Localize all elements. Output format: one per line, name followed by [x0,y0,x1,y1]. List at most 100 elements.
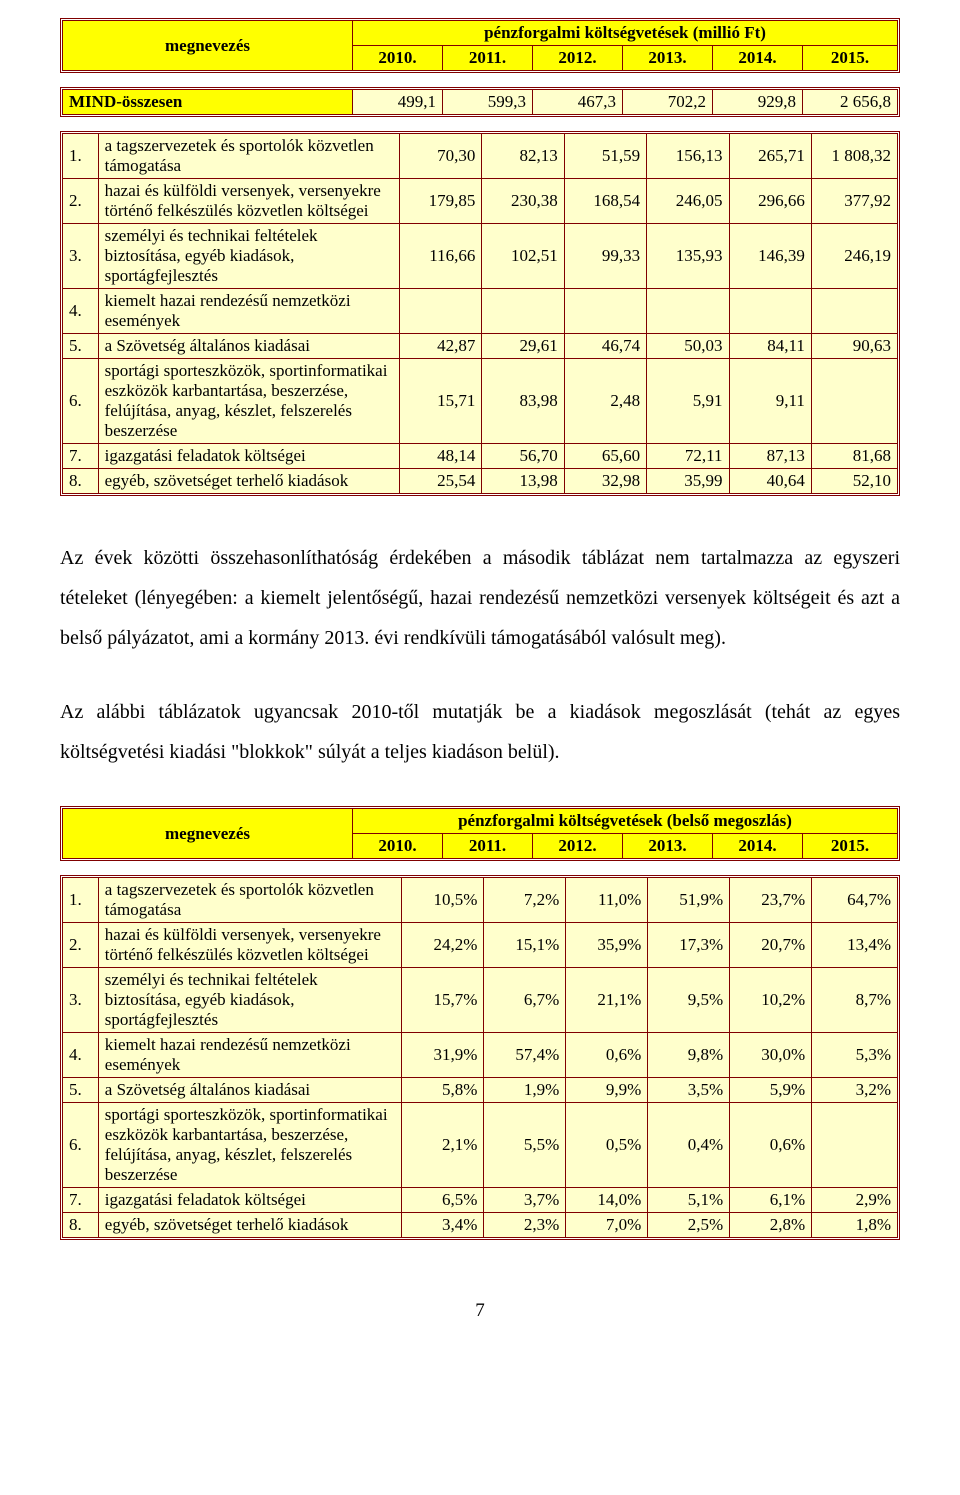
row-value: 146,39 [729,224,811,289]
row-value: 0,6% [566,1033,648,1078]
row-value: 2,1% [402,1103,484,1188]
row-number: 3. [63,224,99,289]
table-row: 8.egyéb, szövetséget terhelő kiadások25,… [63,469,898,494]
row-value: 168,54 [564,179,646,224]
data-table-2: 1.a tagszervezetek és sportolók közvetle… [62,877,898,1238]
row-value: 377,92 [811,179,897,224]
row-number: 4. [63,1033,99,1078]
row-value: 40,64 [729,469,811,494]
row-value: 11,0% [566,878,648,923]
row-value: 14,0% [566,1188,648,1213]
row-value: 246,05 [647,179,729,224]
row-value: 9,9% [566,1078,648,1103]
row-value: 7,2% [484,878,566,923]
header-table-2-wrapper: megnevezés pénzforgalmi költségvetések (… [60,806,900,861]
row-value: 52,10 [811,469,897,494]
row-description: egyéb, szövetséget terhelő kiadások [98,1213,402,1238]
row-description: igazgatási feladatok költségei [98,1188,402,1213]
row-value [647,289,729,334]
row-value: 296,66 [729,179,811,224]
row-description: sportági sporteszközök, sportinformatika… [98,1103,402,1188]
row-value: 9,11 [729,359,811,444]
paragraph-1: Az évek közötti összehasonlíthatóság érd… [60,538,900,658]
row-value: 23,7% [730,878,812,923]
data-table-1: 1.a tagszervezetek és sportolók közvetle… [62,133,898,494]
table-row: 7.igazgatási feladatok költségei6,5%3,7%… [63,1188,898,1213]
row-value: 50,03 [647,334,729,359]
mind-v5: 2 656,8 [803,90,898,115]
paragraph-2: Az alábbi táblázatok ugyancsak 2010-től … [60,692,900,772]
row-description: a tagszervezetek és sportolók közvetlen … [98,878,402,923]
row-value: 5,1% [648,1188,730,1213]
table-row: 1.a tagszervezetek és sportolók közvetle… [63,134,898,179]
table-row: 3.személyi és technikai feltételek bizto… [63,224,898,289]
row-value: 64,7% [812,878,898,923]
row-value: 99,33 [564,224,646,289]
table-row: 4.kiemelt hazai rendezésű nemzetközi ese… [63,1033,898,1078]
row-value: 7,0% [566,1213,648,1238]
table-row: 5.a Szövetség általános kiadásai5,8%1,9%… [63,1078,898,1103]
data-table-1-body: 1.a tagszervezetek és sportolók közvetle… [63,134,898,494]
row-value: 35,9% [566,923,648,968]
row-number: 6. [63,1103,99,1188]
row-value: 48,14 [400,444,482,469]
row-number: 3. [63,968,99,1033]
row-description: a Szövetség általános kiadásai [98,334,399,359]
row-value [811,359,897,444]
table-row: 1.a tagszervezetek és sportolók közvetle… [63,878,898,923]
row-value: 0,6% [730,1103,812,1188]
row-number: 7. [63,1188,99,1213]
row-value: 6,7% [484,968,566,1033]
row-value: 13,98 [482,469,564,494]
row-value: 32,98 [564,469,646,494]
row-value: 9,5% [648,968,730,1033]
row-number: 1. [63,134,99,179]
row-value: 25,54 [400,469,482,494]
row-value: 15,1% [484,923,566,968]
data-table-2-wrapper: 1.a tagszervezetek és sportolók közvetle… [60,875,900,1240]
document-page: megnevezés pénzforgalmi költségvetések (… [0,0,960,1362]
table-row: 4.kiemelt hazai rendezésű nemzetközi ese… [63,289,898,334]
row-value: 87,13 [729,444,811,469]
header2-label: megnevezés [63,809,353,859]
row-value: 13,4% [812,923,898,968]
row-value: 156,13 [647,134,729,179]
mind-row-table: MIND-összesen 499,1 599,3 467,3 702,2 92… [62,89,898,115]
row-value: 8,7% [812,968,898,1033]
header2-year-3: 2013. [623,834,713,859]
row-value: 5,5% [484,1103,566,1188]
row-value: 51,59 [564,134,646,179]
row-value: 246,19 [811,224,897,289]
header1-year-0: 2010. [353,46,443,71]
header2-year-4: 2014. [713,834,803,859]
row-value: 3,5% [648,1078,730,1103]
row-description: hazai és külföldi versenyek, versenyekre… [98,923,402,968]
data-table-2-body: 1.a tagszervezetek és sportolók közvetle… [63,878,898,1238]
mind-label: MIND-összesen [63,90,353,115]
header2-year-1: 2011. [443,834,533,859]
table-row: 8.egyéb, szövetséget terhelő kiadások3,4… [63,1213,898,1238]
row-number: 2. [63,179,99,224]
row-value: 24,2% [402,923,484,968]
row-value: 10,2% [730,968,812,1033]
row-value: 46,74 [564,334,646,359]
row-value [564,289,646,334]
row-value: 10,5% [402,878,484,923]
row-value: 0,5% [566,1103,648,1188]
table-row: 6.sportági sporteszközök, sportinformati… [63,359,898,444]
row-number: 5. [63,1078,99,1103]
row-value: 82,13 [482,134,564,179]
header1-year-3: 2013. [623,46,713,71]
row-value: 1 808,32 [811,134,897,179]
row-value: 2,9% [812,1188,898,1213]
page-number: 7 [60,1300,900,1322]
row-value: 5,8% [402,1078,484,1103]
row-value [482,289,564,334]
row-value: 1,8% [812,1213,898,1238]
header2-title: pénzforgalmi költségvetések (belső megos… [353,809,898,834]
row-value: 2,3% [484,1213,566,1238]
row-value: 102,51 [482,224,564,289]
row-value: 72,11 [647,444,729,469]
header-table-1: megnevezés pénzforgalmi költségvetések (… [62,20,898,71]
row-value: 6,5% [402,1188,484,1213]
